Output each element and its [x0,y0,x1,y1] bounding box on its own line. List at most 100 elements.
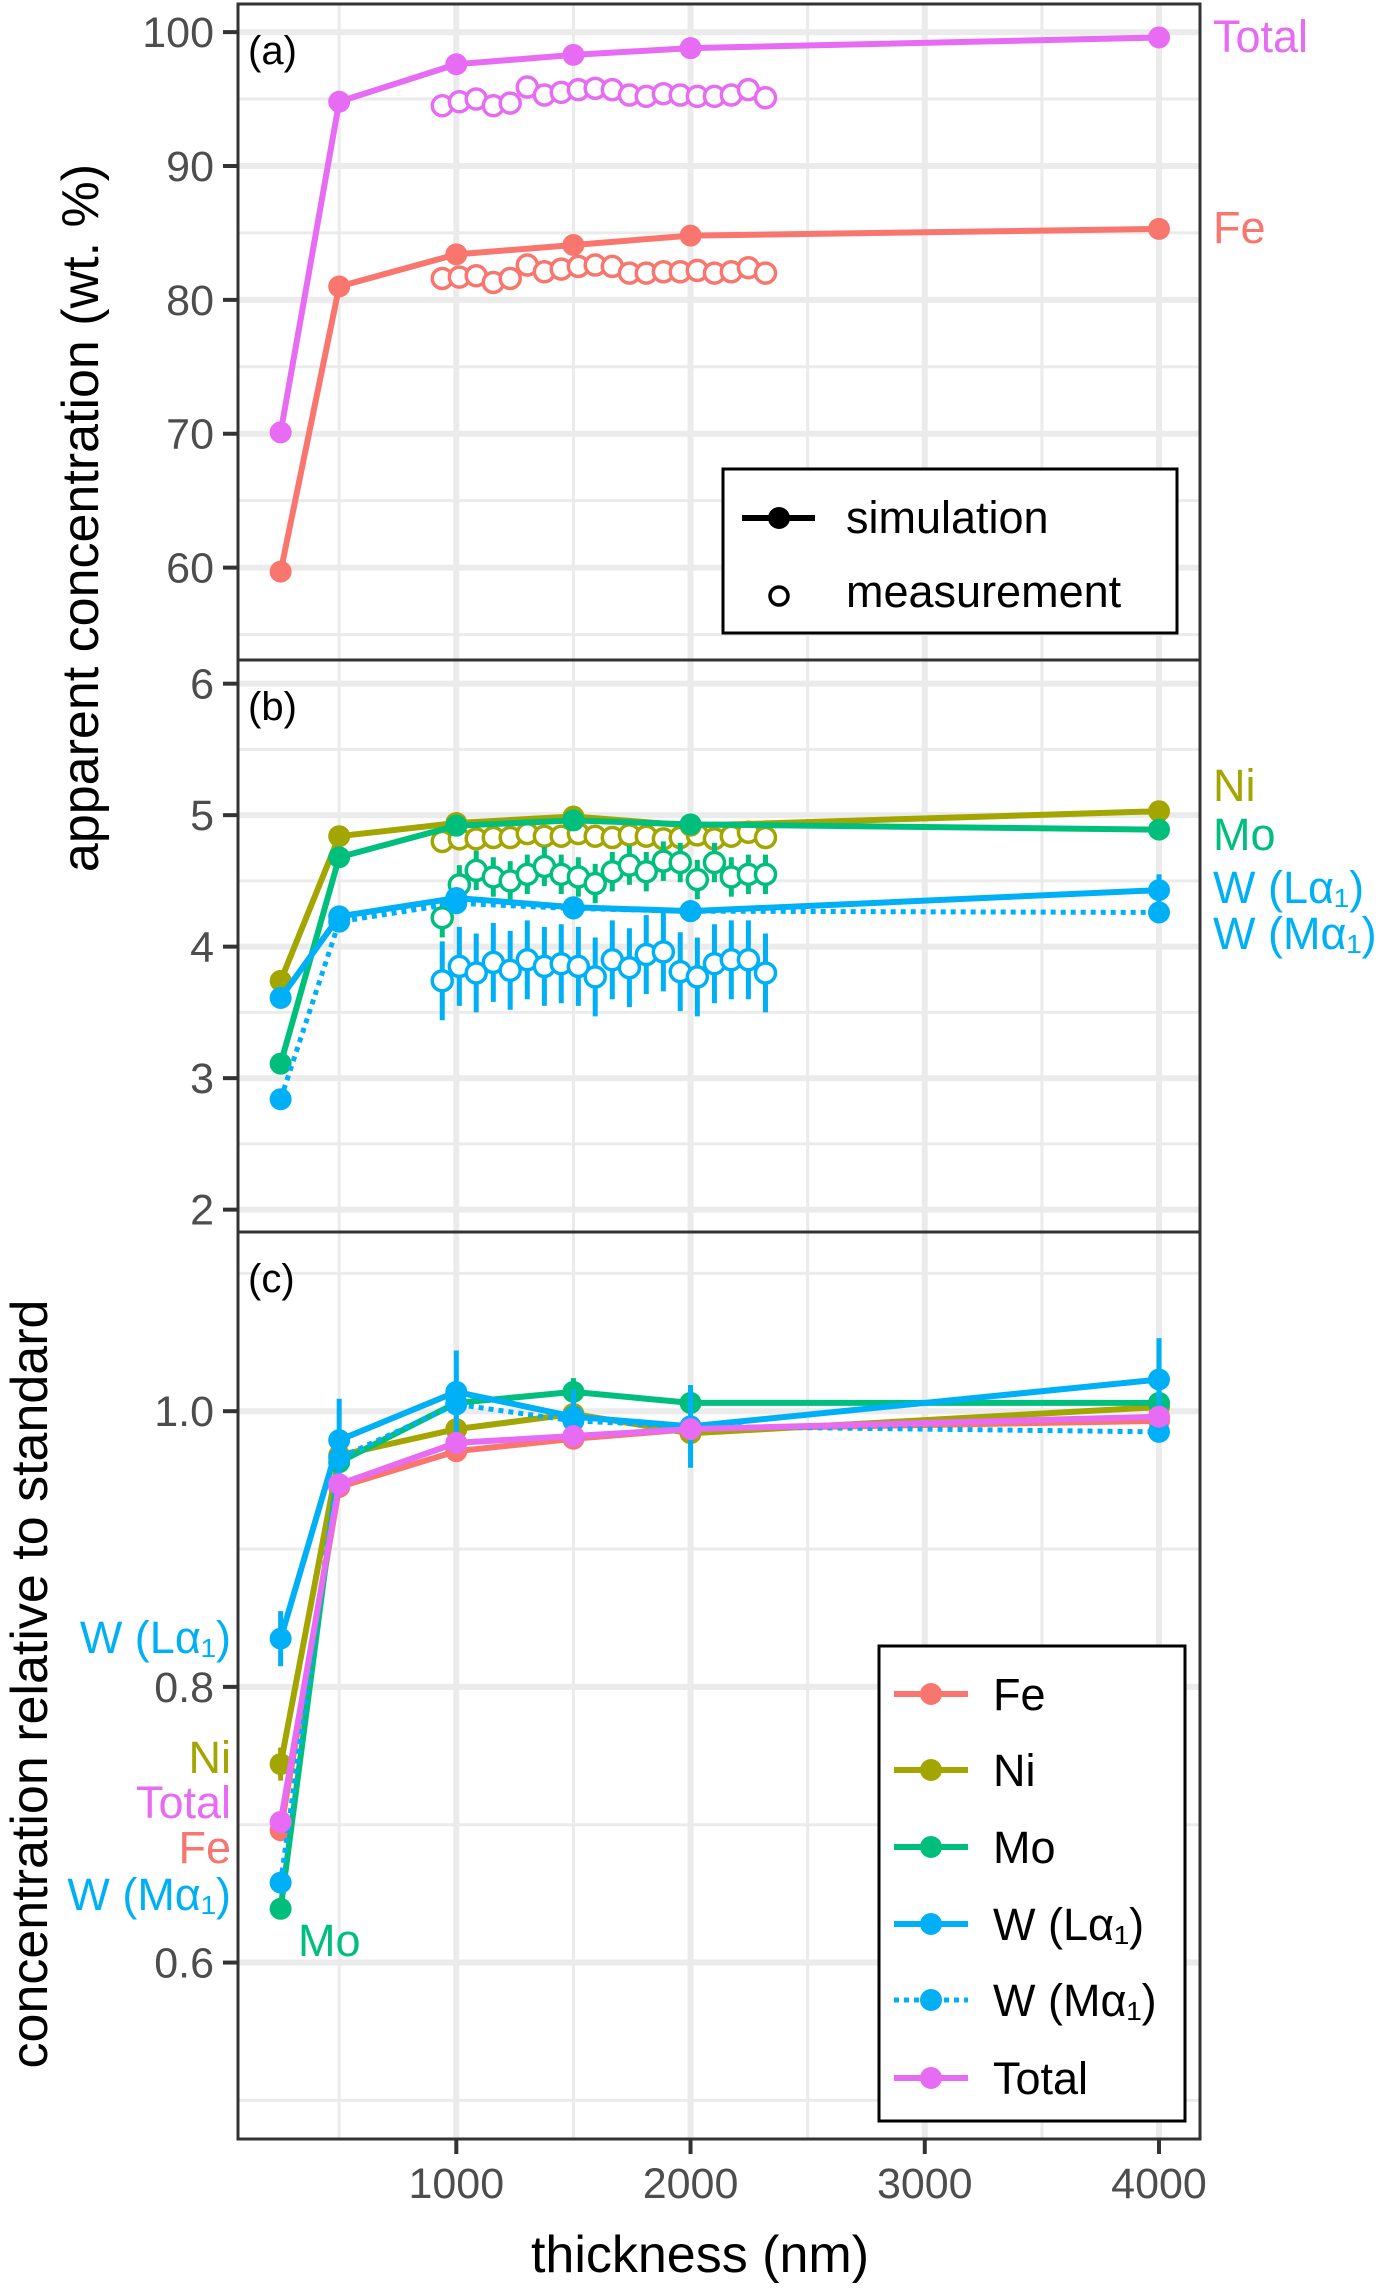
simulation-line-total [277,34,1160,433]
simulation-point-total [679,37,702,60]
simulation-point-mo [1148,818,1171,841]
simulation-point-mo [562,809,585,832]
simulation-line-fe [277,225,1160,573]
measurement-point-total [753,85,778,110]
legend-key-open-circle [768,585,790,607]
series-label: Mo [298,1915,361,1966]
measurement-point-wl [736,948,761,972]
simulation-point-ni [1148,800,1171,823]
ratio-point-total [562,1425,585,1448]
x-tick-label: 3000 [877,2160,973,2208]
measurement-point-wl [566,954,591,979]
series-label: W (Mα₁) [1213,908,1377,959]
panel-label: (a) [248,29,297,73]
legend-label: Ni [993,1745,1036,1796]
y-axis-title-c: concentration relative to standard [1,1300,59,2069]
measurement-point-wl [651,940,676,964]
simulation-line-wm [278,900,1160,1100]
y-tick-label: 80 [166,277,214,325]
series-label: Fe [1213,202,1266,253]
series-label: Ni [1213,760,1256,811]
y-tick-label: 3 [190,1055,214,1103]
ratio-point-total [1148,1405,1171,1428]
simulation-point-fe [269,560,292,583]
simulation-point-mo [269,1052,292,1075]
panel-frame [236,1230,1202,2141]
simulation-point-wm [562,897,585,920]
y-tick-label: 60 [166,545,214,593]
series-label: Mo [1213,809,1276,860]
y-tick-label: 0.8 [154,1664,214,1712]
simulation-point-fe [1148,217,1171,240]
series-label: Fe [178,1822,231,1873]
measurement-point-mo [702,850,727,875]
measurement-point-fe [498,266,522,291]
y-tick-label: 90 [166,143,214,191]
ratio-point-wm [269,1871,292,1894]
ratio-point-wl [328,1429,351,1452]
ratio-line-wl [277,1376,1160,1640]
series-label: W (Mα₁) [67,1869,231,1920]
y-axis-title-ab: apparent concentration (wt. %) [52,164,110,872]
measurement-point-wl [753,961,778,985]
measurement-point-wl [430,969,455,993]
legend-key-point [920,1913,942,1935]
y-tick-label: 4 [190,924,214,972]
y-tick-label: 70 [166,411,214,459]
legend-label: W (Lα₁) [993,1899,1144,1950]
ratio-point-wm [562,1409,585,1432]
legend-box [877,1644,1187,2123]
legend-box [721,467,1179,635]
measurement-point-mo [634,859,659,884]
ratio-point-total [679,1418,702,1441]
y-tick-label: 100 [142,9,214,57]
simulation-point-mo [445,814,468,837]
ratio-point-wm [328,1447,351,1470]
measurement-point-wl [464,961,488,985]
simulation-point-fe [562,233,585,256]
measurement-point-mo [753,862,778,887]
legend-label: Fe [993,1669,1046,1720]
legend-label: Mo [993,1822,1056,1873]
series-label: W (Lα₁) [80,1612,231,1663]
measurement-point-total [498,91,522,115]
ratio-point-total [445,1431,468,1454]
ratio-point-mo [269,1897,292,1920]
measurement-point-wl [583,965,607,989]
ratio-point-wm [445,1393,468,1416]
series-label: Ni [189,1732,232,1783]
measurement-point-ni [753,825,778,850]
simulation-point-fe [445,243,468,266]
legend-key-filled-circle [768,507,790,529]
simulation-point-total [1148,26,1171,49]
legend-label: W (Mα₁) [993,1975,1157,2026]
legend-key-point [920,1989,942,2011]
measurement-point-wl [685,965,710,989]
measurement-point-mo [668,850,692,875]
simulation-point-mo [679,813,702,836]
simulation-point-wm [445,892,468,915]
x-tick-label: 1000 [408,2160,504,2208]
x-tick-label: 2000 [643,2160,739,2208]
ratio-point-wl [1148,1368,1171,1391]
legend-key-point [920,1759,942,1781]
ratio-line-total [277,1413,1160,1823]
simulation-point-total [445,53,468,76]
x-tick-label: 4000 [1111,2160,1207,2208]
simulation-point-total [269,421,292,444]
y-tick-label: 6 [190,661,214,709]
simulation-point-fe [679,224,702,247]
series-label: Total [136,1777,231,1828]
simulation-point-wl [269,986,292,1009]
simulation-point-total [562,43,585,66]
simulation-line-wl [278,887,1160,1000]
y-tick-label: 5 [190,792,214,840]
ratio-point-total [269,1810,292,1833]
measurement-point-mo [685,867,710,892]
ratio-point-total [328,1473,351,1496]
simulation-point-wm [328,910,351,933]
ratio-point-wm [1148,1420,1171,1443]
measurement-point-fe [753,261,778,285]
simulation-point-ni [328,825,351,848]
